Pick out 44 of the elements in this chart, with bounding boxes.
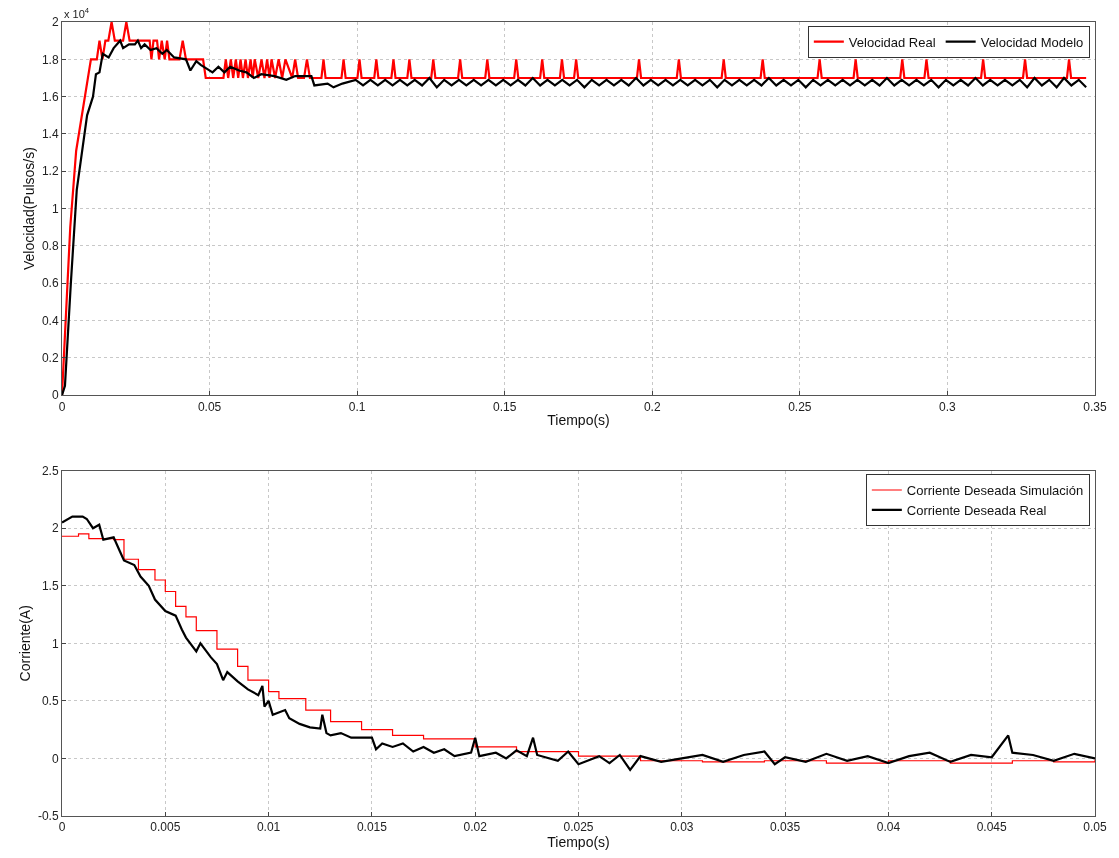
x-tick-label: 0.3 (939, 399, 957, 414)
x-tick-label: 0.025 (563, 820, 594, 835)
x-tick-label: 0.25 (788, 399, 812, 414)
x-tick-label: 0.005 (150, 820, 181, 835)
y-tick-label: 1.2 (41, 164, 59, 179)
y-tick-label: 1 (51, 201, 59, 216)
legend-label: Corriente Deseada Simulación (906, 483, 1084, 499)
y-tick-label: 0.2 (41, 351, 59, 366)
y-tick-label: -0.5 (37, 809, 59, 824)
x-axis-title: Tiempo(s) (547, 834, 610, 851)
y-tick-label: 1.5 (41, 578, 59, 593)
y-tick-label: 1 (51, 636, 59, 651)
y-tick-label: 0.5 (41, 694, 59, 709)
y-tick-label: 1.8 (41, 52, 59, 67)
x-tick-label: 0.15 (493, 399, 517, 414)
y-tick-label: 1.6 (41, 89, 59, 104)
x-tick-label: 0.045 (976, 820, 1008, 835)
y-tick-label: 0.8 (41, 239, 59, 254)
x-tick-label: 0.035 (770, 820, 801, 835)
x-tick-label: 0.015 (356, 820, 388, 835)
x-tick-label: 0.04 (876, 820, 901, 835)
y-tick-label: 0 (51, 751, 59, 766)
x-axis-title: Tiempo(s) (547, 411, 610, 428)
y-tick-label: 1.4 (41, 127, 59, 142)
y-tick-label: 2.5 (41, 463, 59, 478)
y-tick-label: 2 (51, 521, 59, 536)
x-tick-label: 0.03 (670, 820, 694, 835)
x-tick-label: 0.02 (463, 820, 488, 835)
x-tick-label: 0.35 (1083, 399, 1107, 414)
y-tick-label: 0.4 (41, 313, 59, 328)
legend-label: Corriente Deseada Real (906, 502, 1047, 518)
legend-label: Velocidad Real (848, 34, 936, 50)
x-tick-label: 0.2 (643, 399, 661, 414)
y-axis-title: Corriente(A) (16, 605, 33, 682)
y-axis-title: Velocidad(Pulsos/s) (20, 147, 37, 271)
y-tick-label: 0 (51, 388, 59, 403)
x-tick-label: 0.01 (256, 820, 281, 835)
y-tick-label: 2 (51, 15, 59, 30)
legend-label: Velocidad Modelo (980, 34, 1084, 50)
y-tick-label: 0.6 (41, 276, 59, 291)
x-tick-label: 0.05 (197, 399, 222, 414)
x-tick-label: 0.05 (1083, 820, 1107, 835)
text: x 10$^{4}$ (64, 6, 90, 20)
x-tick-label: 0.1 (348, 399, 366, 414)
